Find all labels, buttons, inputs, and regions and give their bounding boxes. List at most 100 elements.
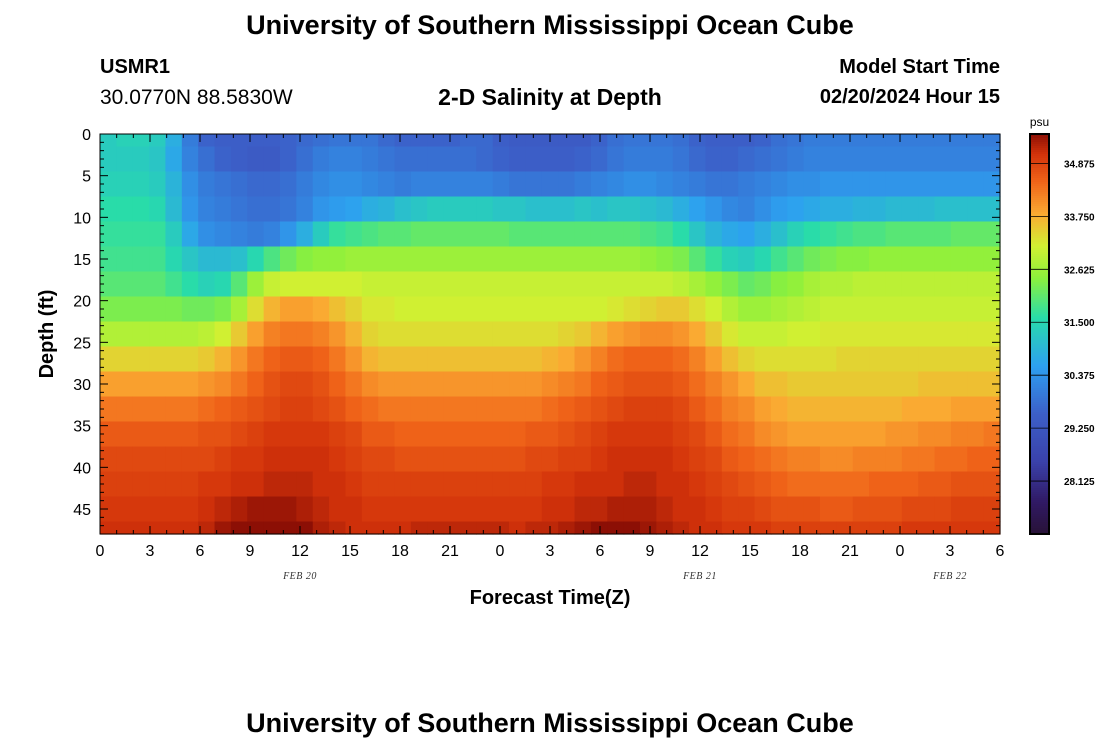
heatmap-cell <box>427 246 445 273</box>
heatmap-cell <box>149 371 167 398</box>
heatmap-cell <box>672 396 690 423</box>
colorbar-segment <box>1030 154 1049 157</box>
heatmap-cell <box>525 496 543 523</box>
heatmap-cell <box>901 221 919 248</box>
heatmap-cell <box>934 446 952 473</box>
heatmap-cell <box>689 296 707 323</box>
heatmap-cell <box>410 146 428 173</box>
heatmap-cell <box>820 346 837 373</box>
heatmap-cell <box>509 346 527 373</box>
heatmap-cell <box>738 246 756 273</box>
heatmap-cell <box>558 346 576 373</box>
heatmap-cell <box>787 221 805 248</box>
colorbar-segment <box>1030 528 1049 531</box>
heatmap-cell <box>983 134 1001 148</box>
heatmap-cell <box>754 471 772 498</box>
heatmap-cell <box>427 396 445 423</box>
colorbar-segment <box>1030 230 1049 233</box>
heatmap-cell <box>836 221 854 248</box>
heatmap-cell <box>443 346 461 373</box>
colorbar-segment <box>1030 452 1049 455</box>
heatmap-cell <box>361 521 379 535</box>
heatmap-cell <box>525 346 543 373</box>
heatmap-cell <box>263 221 281 248</box>
heatmap-cell <box>492 346 510 373</box>
heatmap-cell <box>590 146 608 173</box>
heatmap-cell <box>672 134 690 148</box>
y-tick-label: 15 <box>73 252 91 269</box>
heatmap-cell <box>836 171 854 198</box>
heatmap-cell <box>803 321 821 348</box>
colorbar-segment <box>1030 410 1049 413</box>
heatmap-cell <box>672 371 690 398</box>
colorbar-segment <box>1030 180 1049 183</box>
heatmap-cell <box>361 134 379 148</box>
heatmap-cell <box>558 134 576 148</box>
heatmap-cell <box>803 271 821 298</box>
heatmap-cell <box>607 496 625 523</box>
colorbar-segment <box>1030 422 1049 425</box>
heatmap-cell <box>852 321 870 348</box>
heatmap-cell <box>230 196 248 223</box>
heatmap-cell <box>460 196 477 223</box>
colorbar-segment <box>1030 296 1049 299</box>
heatmap-cell <box>394 421 412 448</box>
heatmap-cell <box>590 271 608 298</box>
heatmap-cell <box>885 196 903 223</box>
heatmap-cell <box>901 146 919 173</box>
heatmap-cell <box>918 421 936 448</box>
heatmap-cell <box>116 346 134 373</box>
heatmap-cell <box>721 196 739 223</box>
colorbar-segment <box>1030 288 1049 291</box>
heatmap-cell <box>361 296 379 323</box>
heatmap-cell <box>345 446 363 473</box>
colorbar-segment <box>1030 202 1049 205</box>
heatmap-cell <box>460 421 477 448</box>
heatmap-cell <box>149 471 167 498</box>
heatmap-cell <box>607 146 625 173</box>
heatmap-cell <box>247 246 265 273</box>
heatmap-cell <box>705 346 723 373</box>
colorbar-segment <box>1030 208 1049 211</box>
colorbar-segment <box>1030 234 1049 237</box>
heatmap-cell <box>329 396 347 423</box>
heatmap-cell <box>394 246 412 273</box>
model-start-value: 02/20/2024 Hour 15 <box>819 86 1000 108</box>
heatmap-cell <box>329 321 347 348</box>
heatmap-cell <box>280 346 297 373</box>
colorbar-segment <box>1030 150 1049 153</box>
heatmap-cell <box>329 471 347 498</box>
heatmap-cell <box>607 521 625 535</box>
colorbar-segment <box>1030 164 1049 167</box>
x-tick-label: 0 <box>96 543 105 560</box>
heatmap-cell <box>361 371 379 398</box>
heatmap-cell <box>672 146 690 173</box>
heatmap-cell <box>836 321 854 348</box>
heatmap-cell <box>689 171 707 198</box>
colorbar-segment <box>1030 344 1049 347</box>
heatmap-cell <box>983 171 1001 198</box>
heatmap-cell <box>607 421 625 448</box>
heatmap-cell <box>181 271 199 298</box>
heatmap-cell <box>361 346 379 373</box>
colorbar-segment <box>1030 278 1049 281</box>
heatmap-cell <box>558 296 576 323</box>
heatmap-cell <box>525 134 543 148</box>
heatmap-cell <box>836 296 854 323</box>
heatmap-cell <box>787 346 805 373</box>
heatmap-cell <box>607 471 625 498</box>
heatmap-cell <box>296 134 314 148</box>
heatmap-cell <box>590 196 608 223</box>
heatmap-cell <box>541 346 559 373</box>
heatmap-cell <box>149 146 167 173</box>
colorbar-segment <box>1030 248 1049 251</box>
heatmap-cell <box>230 296 248 323</box>
heatmap-cell <box>361 171 379 198</box>
heatmap-cell <box>754 346 772 373</box>
heatmap-cell <box>574 146 592 173</box>
heatmap-cell <box>836 421 854 448</box>
heatmap-cell <box>852 196 870 223</box>
colorbar-segment <box>1030 394 1049 397</box>
heatmap-cell <box>116 196 134 223</box>
heatmap-cell <box>672 296 690 323</box>
